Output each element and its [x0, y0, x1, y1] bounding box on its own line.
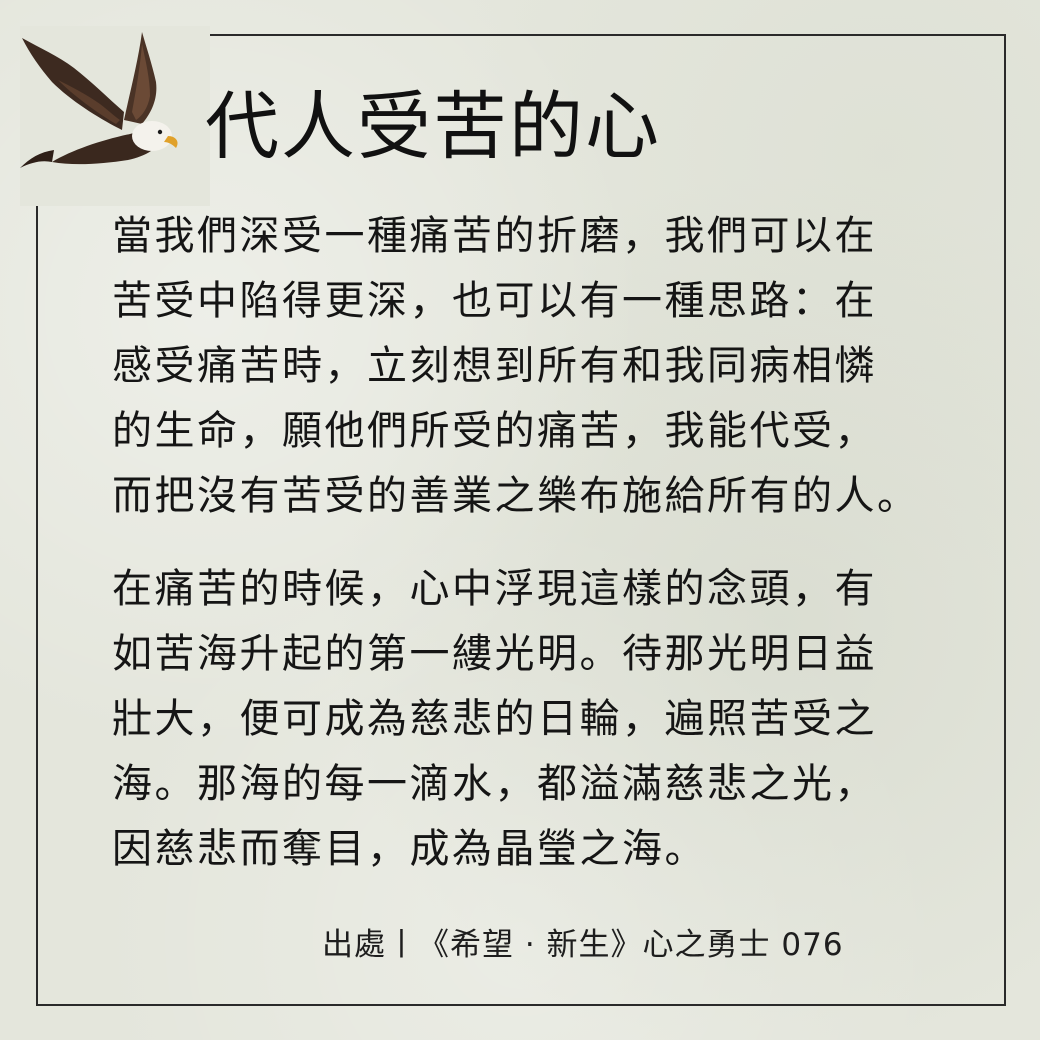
text-line: 苦受中陷得更深，也可以有一種思路：在: [112, 278, 877, 324]
text-line: 海。那海的每一滴水，都溢滿慈悲之光，: [112, 761, 877, 807]
text-line: 當我們深受一種痛苦的折磨，我們可以在: [112, 213, 877, 259]
paragraph-2: 在痛苦的時候，心中浮現這樣的念頭，有 如苦海升起的第一縷光明。待那光明日益 壯大…: [112, 557, 932, 882]
source-citation: 出處丨《希望 · 新生》心之勇士 076: [322, 927, 844, 963]
text-line: 如苦海升起的第一縷光明。待那光明日益: [112, 631, 877, 677]
text-line: 因慈悲而奪目，成為晶瑩之海。: [112, 826, 707, 872]
text-line: 感受痛苦時，立刻想到所有和我同病相憐: [112, 343, 877, 389]
body-text: 當我們深受一種痛苦的折磨，我們可以在 苦受中陷得更深，也可以有一種思路：在 感受…: [112, 204, 932, 882]
eagle-icon: [20, 32, 178, 168]
text-line: 在痛苦的時候，心中浮現這樣的念頭，有: [112, 566, 877, 612]
text-line: 壯大，便可成為慈悲的日輪，遍照苦受之: [112, 696, 877, 742]
page-title: 代人受苦的心: [205, 84, 661, 170]
content-frame: [36, 34, 1006, 1006]
paragraph-1: 當我們深受一種痛苦的折磨，我們可以在 苦受中陷得更深，也可以有一種思路：在 感受…: [112, 204, 932, 529]
text-line: 而把沒有苦受的善業之樂布施給所有的人。: [112, 473, 920, 519]
text-line: 的生命，願他們所受的痛苦，我能代受，: [112, 408, 877, 454]
